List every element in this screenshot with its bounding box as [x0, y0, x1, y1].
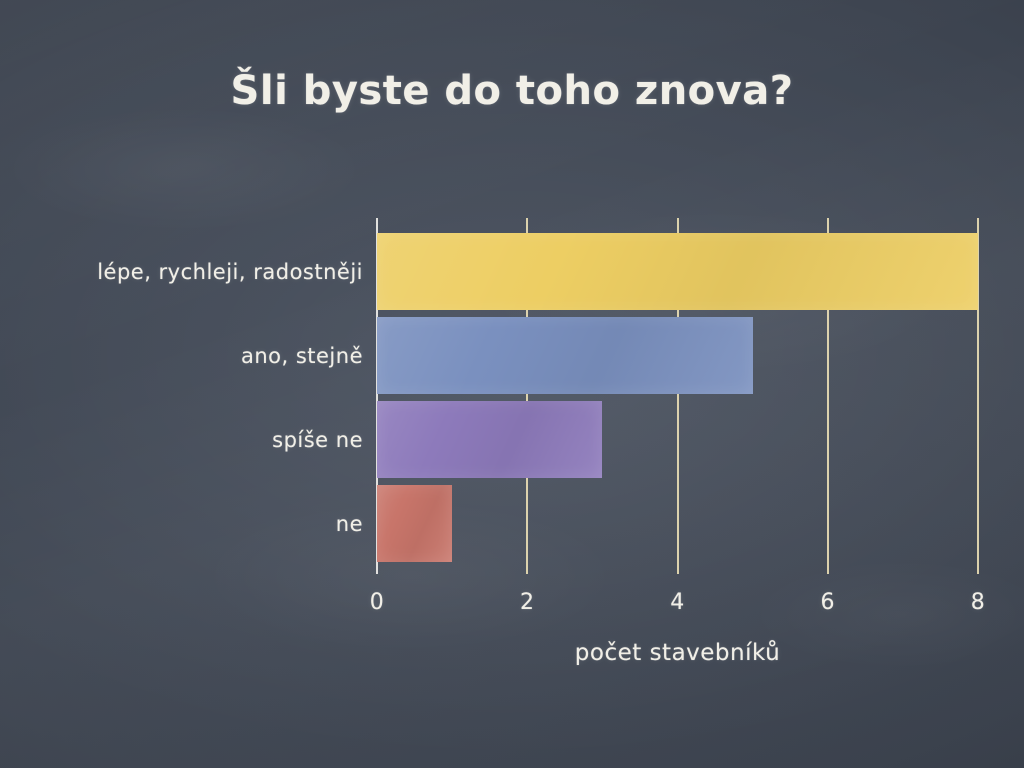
- gridline-4: [676, 218, 679, 574]
- chart-title: Šli byste do toho znova?: [230, 68, 794, 114]
- bar: [377, 233, 978, 310]
- gridline-0: [376, 218, 378, 574]
- x-axis-label: počet stavebníků: [574, 640, 781, 666]
- category-labels: lépe, rychleji, radostněji ano, stejně spí…: [0, 218, 363, 574]
- gridline-8: [977, 218, 979, 574]
- x-tick-label: 6: [820, 590, 835, 615]
- gridline-2: [526, 218, 529, 574]
- bar: [377, 485, 453, 562]
- gridline-6: [826, 218, 829, 574]
- plot-area: [376, 218, 979, 574]
- x-tick-label: 0: [369, 590, 385, 615]
- x-tick-labels: 0 2 4 6 8: [370, 590, 985, 620]
- x-tick-label: 4: [670, 590, 685, 615]
- x-tick-label: 2: [520, 590, 535, 615]
- bar: [377, 401, 603, 478]
- category-label: lépe, rychleji, radostněji: [97, 259, 363, 284]
- category-label: ne: [335, 511, 363, 536]
- x-tick-label: 8: [970, 590, 986, 615]
- bar: [377, 317, 753, 394]
- category-label: ano, stejně: [240, 343, 363, 368]
- category-label: spíše ne: [272, 427, 363, 452]
